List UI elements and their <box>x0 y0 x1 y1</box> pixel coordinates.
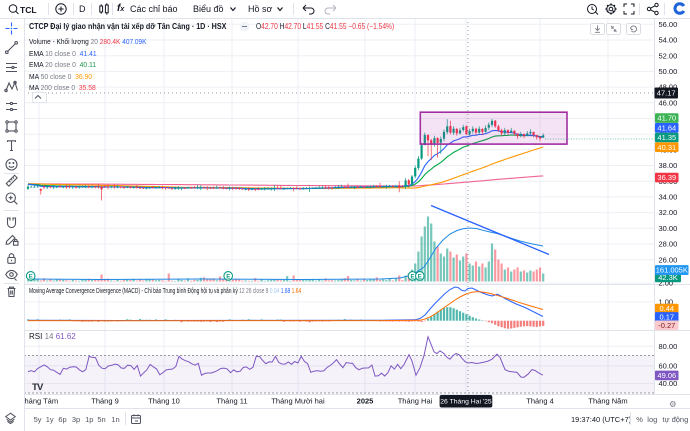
svg-text:40.31: 40.31 <box>657 143 676 152</box>
svg-text:30.00: 30.00 <box>659 224 678 233</box>
svg-text:56.00: 56.00 <box>659 20 678 29</box>
svg-text:40.00: 40.00 <box>659 379 678 388</box>
svg-text:2.00: 2.00 <box>659 279 674 288</box>
svg-text:E: E <box>29 274 33 280</box>
svg-text:0.44: 0.44 <box>659 304 674 313</box>
svg-text:Tháng 9: Tháng 9 <box>91 397 119 406</box>
svg-text:Tháng Tám: Tháng Tám <box>24 397 58 406</box>
svg-text:1.00: 1.00 <box>659 298 674 307</box>
svg-text:26.00: 26.00 <box>659 255 678 264</box>
svg-text:2025: 2025 <box>357 397 374 406</box>
svg-text:E: E <box>418 274 422 280</box>
svg-text:Tháng 11: Tháng 11 <box>216 397 247 406</box>
svg-text:Tháng 4: Tháng 4 <box>526 397 554 406</box>
svg-text:-0.27: -0.27 <box>658 321 675 330</box>
svg-text:E: E <box>226 274 230 280</box>
svg-text:TV: TV <box>32 382 44 393</box>
svg-text:52.00: 52.00 <box>659 51 678 60</box>
svg-text:48.00: 48.00 <box>659 83 678 92</box>
svg-text:42.3K: 42.3K <box>658 273 678 282</box>
svg-text:28.00: 28.00 <box>659 240 678 249</box>
svg-text:47.17: 47.17 <box>657 89 676 98</box>
svg-text:E: E <box>410 274 414 280</box>
svg-text:38.00: 38.00 <box>659 161 678 170</box>
svg-text:41.70: 41.70 <box>657 114 676 123</box>
svg-text:50.00: 50.00 <box>659 67 678 76</box>
svg-text:Tháng Năm: Tháng Năm <box>588 397 627 406</box>
svg-text:46.00: 46.00 <box>659 98 678 107</box>
svg-text:⚙: ⚙ <box>669 399 677 409</box>
svg-text:26 Tháng Hai '25: 26 Tháng Hai '25 <box>440 398 492 405</box>
svg-text:60.00: 60.00 <box>659 362 678 371</box>
svg-text:41.35: 41.35 <box>657 133 676 142</box>
svg-text:0.17: 0.17 <box>659 313 674 322</box>
svg-text:36.39: 36.39 <box>657 173 676 182</box>
svg-text:49.06: 49.06 <box>657 371 676 380</box>
svg-text:Tháng Mười hai: Tháng Mười hai <box>271 397 325 406</box>
svg-text:41.64: 41.64 <box>657 123 676 132</box>
svg-text:161.005K: 161.005K <box>656 266 688 275</box>
svg-text:54.00: 54.00 <box>659 36 678 45</box>
svg-text:Tháng Hai: Tháng Hai <box>398 397 433 406</box>
svg-text:80.00: 80.00 <box>659 342 678 351</box>
svg-text:32.00: 32.00 <box>659 208 678 217</box>
svg-text:34.00: 34.00 <box>659 193 678 202</box>
svg-text:Tháng 10: Tháng 10 <box>148 397 180 406</box>
